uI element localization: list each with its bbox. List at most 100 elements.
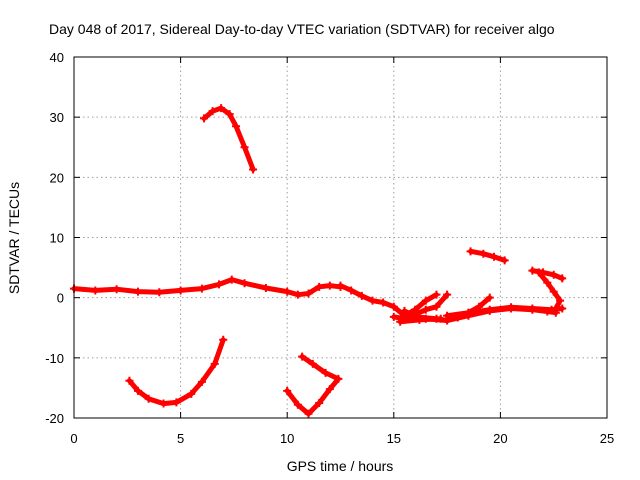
x-tick-label: 5 — [177, 431, 184, 446]
data-point — [315, 282, 324, 291]
data-point — [421, 305, 430, 314]
data-point — [232, 122, 241, 131]
data-point — [436, 314, 445, 323]
data-point — [133, 287, 142, 296]
data-point — [225, 110, 234, 119]
data-point — [155, 288, 164, 297]
data-point — [549, 287, 558, 296]
data-point — [219, 335, 228, 344]
data-point — [214, 280, 223, 289]
series-baseline — [71, 277, 343, 298]
data-point — [400, 306, 409, 315]
data-point — [325, 281, 334, 290]
data-point — [490, 252, 499, 261]
data-point — [172, 398, 181, 407]
data-point — [261, 284, 270, 293]
data-point — [200, 114, 209, 123]
y-tick-label: 0 — [57, 291, 64, 306]
plot-frame — [73, 56, 608, 419]
data-point — [197, 284, 206, 293]
series-morning-low-arc — [126, 337, 226, 407]
y-tick-labels: -20 -10 0 10 20 30 40 — [45, 50, 64, 426]
data-point — [336, 281, 345, 290]
series-evening-upper — [468, 248, 508, 263]
data-point — [144, 394, 153, 403]
data-point — [466, 247, 475, 256]
x-tick-label: 15 — [387, 431, 401, 446]
data-point — [325, 385, 334, 394]
data-point — [298, 352, 307, 361]
data-point — [208, 107, 217, 116]
y-tick-label: -10 — [45, 351, 64, 366]
data-point — [464, 308, 473, 317]
data-point — [415, 315, 424, 324]
data-point — [528, 304, 537, 313]
series-afternoon-a — [338, 283, 439, 319]
data-point — [500, 256, 509, 265]
data-point — [551, 304, 560, 313]
data-point — [125, 376, 134, 385]
y-tick-label: 20 — [50, 170, 64, 185]
x-tick-label: 0 — [70, 431, 77, 446]
data-point — [304, 289, 313, 298]
data-point — [227, 275, 236, 284]
data-point — [293, 290, 302, 299]
data-point — [421, 296, 430, 305]
data-point — [240, 143, 249, 152]
data-point — [396, 317, 405, 326]
data-point — [389, 312, 398, 321]
data-point — [159, 399, 168, 408]
x-axis-label: GPS time / hours — [287, 458, 394, 474]
data-point — [485, 305, 494, 314]
x-tick-labels: 0 5 10 15 20 25 — [70, 431, 614, 446]
data-point — [368, 296, 377, 305]
data-point — [558, 274, 567, 283]
data-point — [187, 389, 196, 398]
data-point — [217, 104, 226, 113]
x-tick-label: 10 — [280, 431, 294, 446]
data-point — [334, 374, 343, 383]
data-point — [176, 286, 185, 295]
data-point — [315, 398, 324, 407]
data-point — [507, 303, 516, 312]
grid — [73, 56, 608, 419]
data-point — [443, 311, 452, 320]
data-point — [479, 249, 488, 258]
data-point — [91, 286, 100, 295]
data-point — [210, 359, 219, 368]
data-point — [432, 302, 441, 311]
data-point — [347, 286, 356, 295]
data-series — [70, 104, 567, 418]
y-tick-label: 10 — [50, 231, 64, 246]
data-point — [485, 293, 494, 302]
data-point — [543, 278, 552, 287]
data-point — [528, 266, 537, 275]
data-point — [389, 302, 398, 311]
data-point — [283, 386, 292, 395]
x-tick-label: 25 — [600, 431, 614, 446]
data-point — [197, 377, 206, 386]
y-tick-label: 30 — [50, 110, 64, 125]
data-point — [283, 287, 292, 296]
data-point — [308, 359, 317, 368]
data-point — [556, 296, 565, 305]
data-point — [133, 386, 142, 395]
data-point — [549, 270, 558, 279]
y-axis-label: SDTVAR / TECUs — [6, 182, 22, 294]
data-point — [293, 400, 302, 409]
y-tick-label: -20 — [45, 411, 64, 426]
data-point — [443, 290, 452, 299]
data-point — [249, 165, 258, 174]
x-tick-label: 20 — [493, 431, 507, 446]
data-point — [534, 268, 543, 277]
y-tick-label: 40 — [50, 50, 64, 65]
data-point — [357, 291, 366, 300]
data-point — [432, 290, 441, 299]
data-point — [321, 368, 330, 377]
data-point — [379, 298, 388, 307]
data-point — [304, 409, 313, 418]
data-point — [240, 279, 249, 288]
chart-title: Day 048 of 2017, Sidereal Day-to-day VTE… — [49, 21, 555, 37]
data-point — [112, 285, 121, 294]
